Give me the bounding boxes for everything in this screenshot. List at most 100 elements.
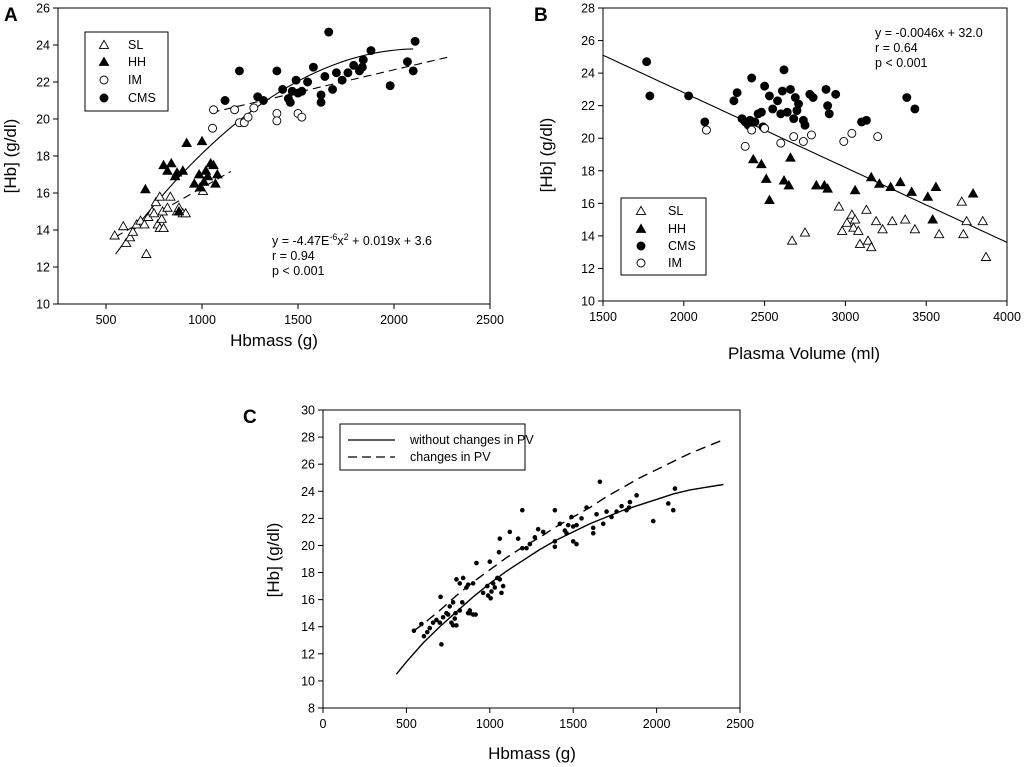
y-tick-label: 14 xyxy=(301,620,315,634)
x-tick-label: 2500 xyxy=(726,717,754,731)
data-point-c xyxy=(434,617,439,623)
data-point-a-hh xyxy=(194,181,206,192)
data-point-b-cms xyxy=(645,91,655,101)
x-axis-title-c: Hbmass (g) xyxy=(488,744,576,763)
annotation-b-r: r = 0.64 xyxy=(875,41,918,55)
legend-box-b xyxy=(620,197,707,276)
data-point-b-sl xyxy=(870,215,882,226)
data-point-b-cms xyxy=(808,93,818,102)
data-point-b-cms xyxy=(642,57,652,67)
data-point-c xyxy=(467,610,473,616)
data-point-b-im xyxy=(807,130,816,140)
data-point-a-sl xyxy=(162,202,173,212)
annotation-a-eq-exp1: -6 xyxy=(329,232,337,242)
data-point-b-hh xyxy=(865,171,877,182)
plot-frame-b xyxy=(602,7,1008,302)
data-point-b-sl xyxy=(836,225,848,235)
data-point-c xyxy=(614,509,619,514)
y-tick-label: 20 xyxy=(301,539,315,553)
data-point-b-sl xyxy=(933,228,945,239)
data-point-a-hh xyxy=(196,135,208,146)
data-point-c xyxy=(665,501,671,506)
annotation-a-eq-part1: y = -4.47E xyxy=(272,234,329,248)
x-tick-label: 4000 xyxy=(993,310,1021,324)
data-point-a-cms xyxy=(328,84,338,94)
annotation-a-p: p < 0.001 xyxy=(272,264,325,278)
data-point-c xyxy=(574,541,579,547)
x-tick-label: 3000 xyxy=(831,310,859,324)
panel-letter-b: B xyxy=(534,5,548,26)
annotation-a-eq-rest: + 0.019x + 3.6 xyxy=(349,234,432,248)
data-point-a-cms xyxy=(272,66,282,76)
data-point-c xyxy=(411,628,417,634)
y-tick-label: 28 xyxy=(301,431,315,445)
data-point-c xyxy=(650,518,656,524)
fit-line-a xyxy=(115,171,232,238)
data-point-a-sl xyxy=(148,207,160,218)
data-point-a-sl xyxy=(117,220,129,231)
y-tick-label: 18 xyxy=(301,566,315,580)
data-point-a-cms xyxy=(349,60,359,70)
data-point-b-hh xyxy=(783,179,795,190)
data-point-c xyxy=(474,560,479,566)
data-point-c xyxy=(419,621,424,627)
data-point-a-sl xyxy=(124,231,136,242)
fit-line-a xyxy=(211,55,452,114)
panel-letter-c: C xyxy=(243,407,257,428)
data-point-b-im xyxy=(847,128,857,138)
data-point-a-cms xyxy=(316,90,326,100)
data-point-c xyxy=(524,545,529,551)
data-point-a-im xyxy=(209,105,218,115)
data-point-b-hh xyxy=(894,176,906,187)
data-point-b-im xyxy=(701,125,711,135)
y-tick-label: 28 xyxy=(581,2,595,16)
data-point-a-cms xyxy=(278,84,288,94)
data-point-c xyxy=(490,581,496,586)
data-point-c xyxy=(515,536,521,541)
data-point-c xyxy=(574,522,579,528)
data-point-b-hh xyxy=(747,153,759,164)
data-point-a-cms xyxy=(285,97,295,107)
legend-c: without changes in PV changes in PV xyxy=(339,423,534,471)
fit-lines-b xyxy=(603,54,1007,243)
legend-label-c-changes: changes in PV xyxy=(410,450,491,464)
y-tick-label: 24 xyxy=(581,67,595,81)
data-point-a-hh xyxy=(158,159,169,170)
data-point-a-cms xyxy=(291,75,301,85)
y-tick-label: 24 xyxy=(301,485,315,499)
data-point-b-sl xyxy=(852,225,864,235)
data-point-b-cms xyxy=(756,107,766,117)
data-point-a-cms xyxy=(308,62,318,72)
legend-marker-b-cms xyxy=(636,241,646,251)
data-point-a-cms xyxy=(258,96,268,105)
legend-marker-a-sl xyxy=(98,39,110,49)
data-point-c xyxy=(457,608,463,613)
legend-b: SL HH CMS IM xyxy=(620,197,707,276)
data-point-c xyxy=(507,529,513,535)
y-tick-label: 18 xyxy=(581,164,595,178)
data-point-b-sl xyxy=(865,241,877,252)
y-tick-label: 12 xyxy=(301,647,315,661)
data-point-c xyxy=(454,577,459,582)
legend-label-a-hh: HH xyxy=(128,55,146,69)
y-tick-label: 22 xyxy=(581,99,595,113)
data-point-b-cms xyxy=(800,120,810,130)
data-point-a-hh xyxy=(188,178,200,188)
data-point-b-cms xyxy=(684,91,694,101)
data-point-c xyxy=(564,530,569,536)
x-tick-label: 500 xyxy=(396,717,417,731)
annotation-a-eq-x: x xyxy=(337,234,344,248)
y-tick-label: 22 xyxy=(36,76,50,90)
data-point-a-cms xyxy=(408,66,418,76)
x-tick-label: 1500 xyxy=(559,717,587,731)
data-point-b-cms xyxy=(773,96,782,106)
points-a xyxy=(109,27,420,258)
data-point-b-cms xyxy=(750,117,760,127)
data-point-a-cms xyxy=(337,75,347,85)
y-tick-label: 26 xyxy=(36,2,50,16)
data-point-b-hh xyxy=(849,184,861,195)
data-point-c xyxy=(445,612,451,617)
data-point-b-im xyxy=(740,141,750,151)
y-tick-label: 26 xyxy=(301,458,315,472)
curve-c-changes-in-pv xyxy=(413,439,724,632)
